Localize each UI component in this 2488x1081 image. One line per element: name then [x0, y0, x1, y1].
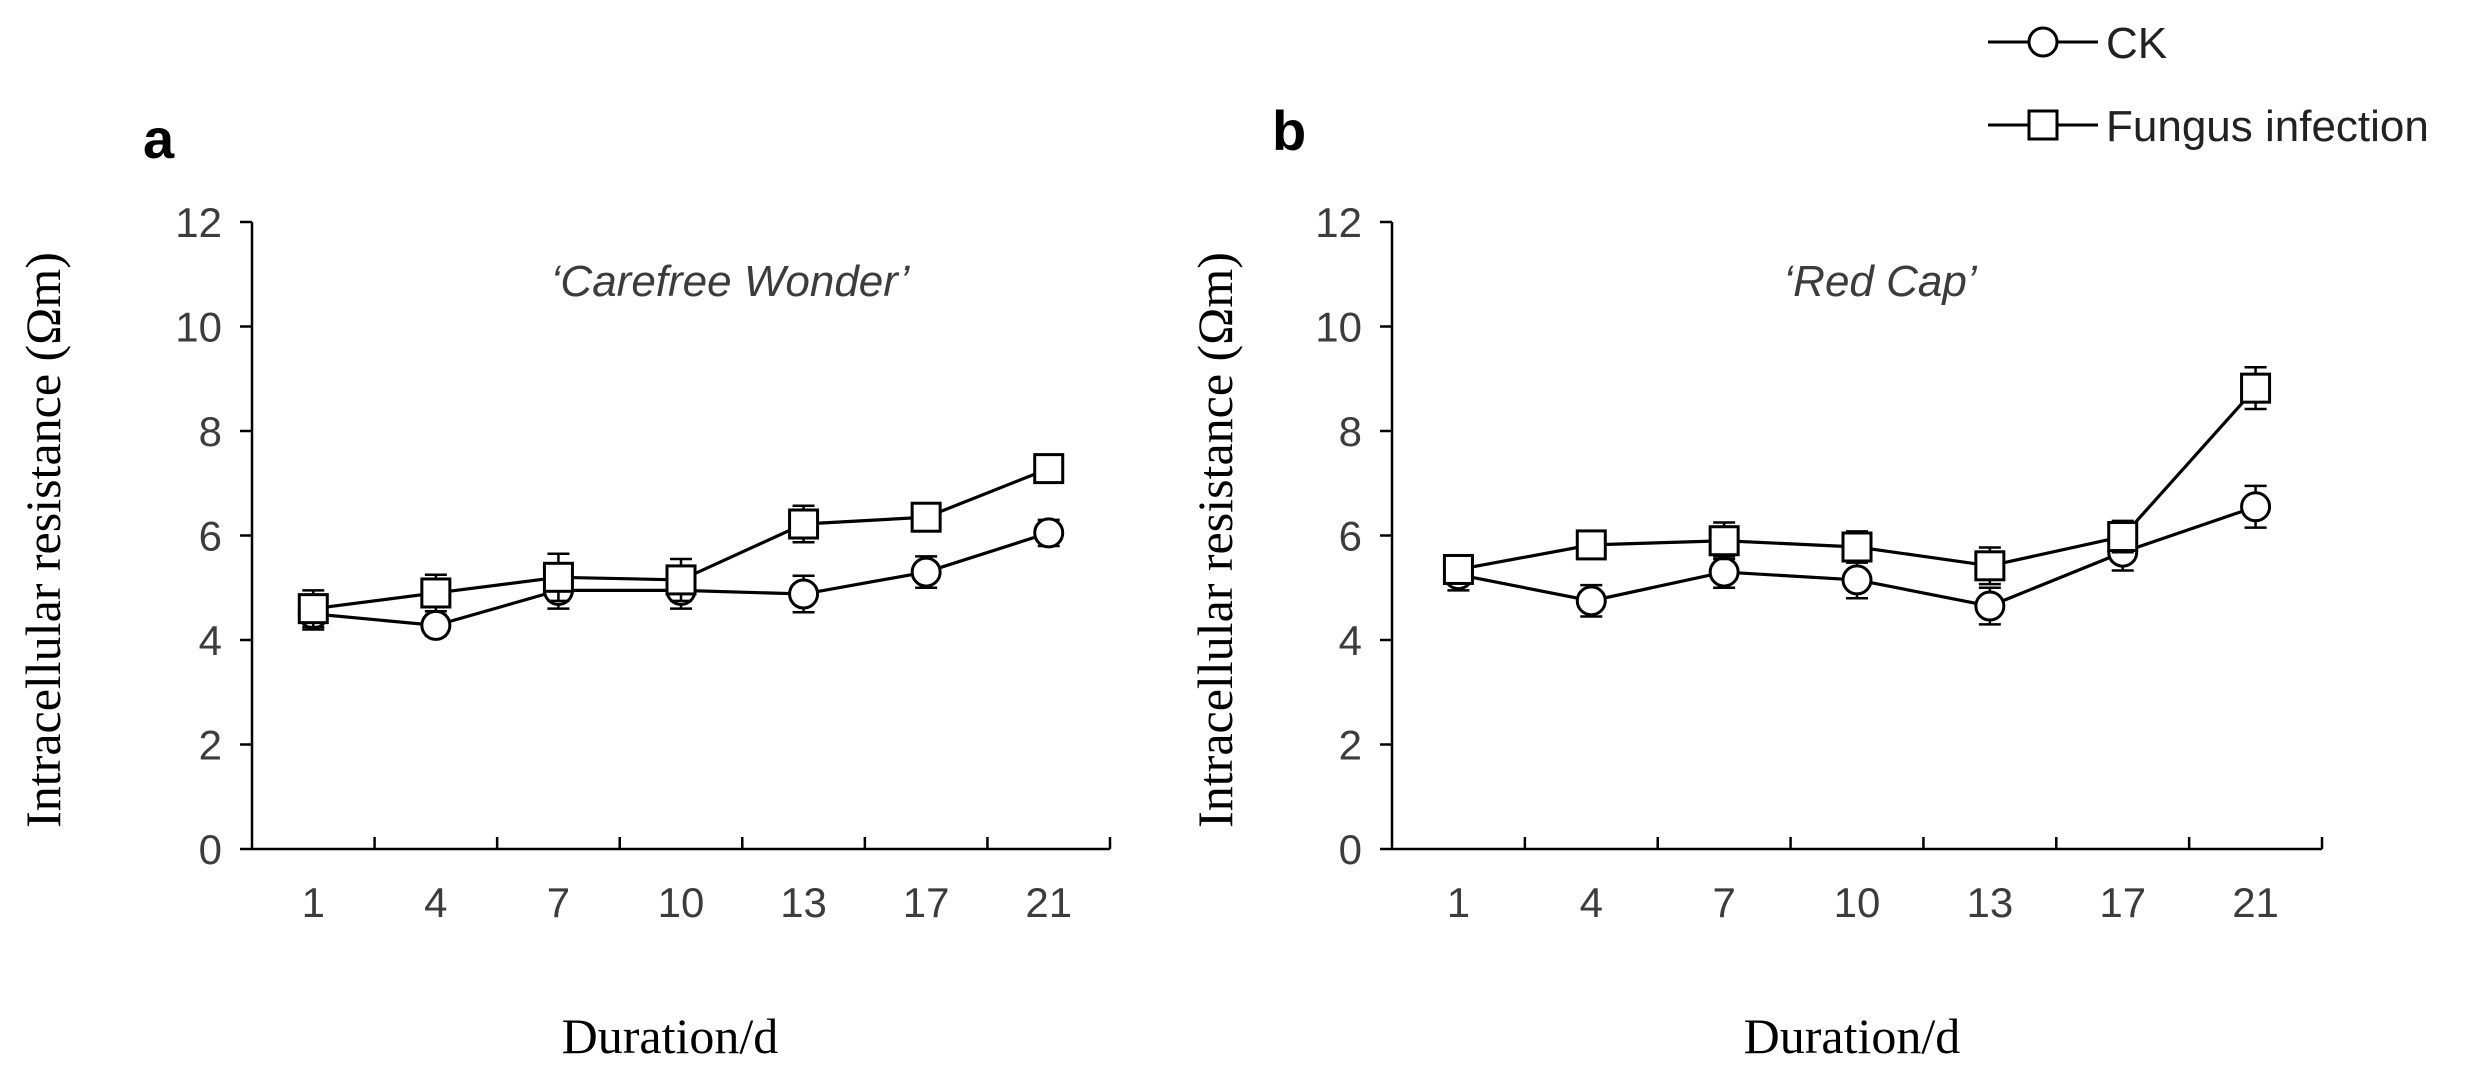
legend-label-ck: CK	[2106, 19, 2167, 68]
panel-a: a ‘Carefree Wonder’ Intracellular resist…	[15, 107, 1112, 1064]
panel-b-y-tick-label: 8	[1339, 408, 1362, 455]
panel-a-y-tick-label: 4	[199, 617, 222, 664]
panel-a-x-axis-title: Duration/d	[562, 1008, 779, 1064]
panel-b-x-tick-label: 21	[2232, 879, 2279, 926]
panel-b-y-tick-label: 12	[1315, 199, 1362, 246]
panel-b-letter: b	[1272, 99, 1306, 162]
legend-item-fungus: Fungus infection	[1988, 102, 2429, 151]
panel-a-data-point-fungus	[910, 501, 942, 533]
legend-circle-marker	[2027, 26, 2059, 58]
legend-label-fungus: Fungus infection	[2106, 102, 2429, 151]
panel-b-data-point-ck	[2240, 491, 2272, 523]
panel-b-x-axis-title: Duration/d	[1744, 1008, 1961, 1064]
panel-b-x-tick-label: 17	[2099, 879, 2146, 926]
panel-b-y-tick-label: 4	[1339, 617, 1362, 664]
panel-b: b ‘Red Cap’ Intracellular resistance (Ωm…	[1187, 99, 2324, 1064]
panel-a-data-point-ck	[1033, 517, 1065, 549]
panel-b-data-point-fungus	[1841, 531, 1873, 563]
panel-a-y-tick-label: 10	[175, 304, 222, 351]
panel-a-x-tick-label: 4	[424, 879, 447, 926]
panel-a-y-tick-label: 12	[175, 199, 222, 246]
panel-b-x-tick-label: 10	[1834, 879, 1881, 926]
panel-a-y-axis-title: Intracellular resistance (Ωm)	[15, 252, 71, 828]
panel-a-x-tick-label: 1	[302, 879, 325, 926]
panel-b-y-tick-label: 10	[1315, 304, 1362, 351]
panel-a-x-tick-label: 17	[903, 879, 950, 926]
panel-b-x-tick-label: 13	[1966, 879, 2013, 926]
panel-a-x-tick-label: 7	[547, 879, 570, 926]
panel-b-data-point-ck	[1708, 556, 1740, 588]
panel-b-x-tick-label: 4	[1580, 879, 1603, 926]
panel-a-data-point-fungus	[788, 508, 820, 540]
panel-b-data-point-fungus	[1708, 525, 1740, 557]
panel-a-data-point-fungus	[297, 593, 329, 625]
panel-a-data-point-ck	[420, 609, 452, 641]
panel-b-x-tick-label: 1	[1447, 879, 1470, 926]
panel-a-y-tick-label: 2	[199, 722, 222, 769]
panel-a-data-point-fungus	[665, 564, 697, 596]
panel-b-x-tick-label: 7	[1712, 879, 1735, 926]
panel-b-y-tick-label: 6	[1339, 513, 1362, 560]
panel-a-letter: a	[143, 107, 175, 170]
panel-a-data-point-fungus	[1033, 453, 1065, 485]
panel-b-y-axis-title: Intracellular resistance (Ωm)	[1187, 252, 1243, 828]
panel-b-data-point-fungus	[1575, 529, 1607, 561]
legend: CK Fungus infection	[1988, 19, 2429, 151]
panel-a-data-point-fungus	[542, 561, 574, 593]
panel-b-y-tick-label: 0	[1339, 826, 1362, 873]
legend-square-marker	[2027, 109, 2059, 141]
panel-b-cultivar-title: ‘Red Cap’	[1783, 257, 1977, 306]
panel-b-data-point-fungus	[2107, 521, 2139, 553]
panel-a-x-tick-label: 13	[780, 879, 827, 926]
panel-a-data-point-fungus	[420, 577, 452, 609]
panel-a-y-tick-label: 6	[199, 513, 222, 560]
panel-a-y-tick-label: 0	[199, 826, 222, 873]
legend-item-ck: CK	[1988, 19, 2167, 68]
panel-a-x-tick-label: 10	[658, 879, 705, 926]
panel-a-cultivar-title: ‘Carefree Wonder’	[551, 257, 911, 306]
panel-b-data-point-fungus	[1442, 553, 1474, 585]
panel-a-x-tick-label: 21	[1025, 879, 1072, 926]
panel-b-y-tick-label: 2	[1339, 722, 1362, 769]
panel-b-data-point-fungus	[2240, 372, 2272, 404]
panel-a-data-point-ck	[788, 578, 820, 610]
panel-a-data-point-ck	[910, 556, 942, 588]
panel-b-data-point-ck	[1974, 590, 2006, 622]
panel-a-y-tick-label: 8	[199, 408, 222, 455]
panel-b-data-point-fungus	[1974, 550, 2006, 582]
panel-b-data-point-ck	[1841, 564, 1873, 596]
panel-b-data-point-ck	[1575, 585, 1607, 617]
